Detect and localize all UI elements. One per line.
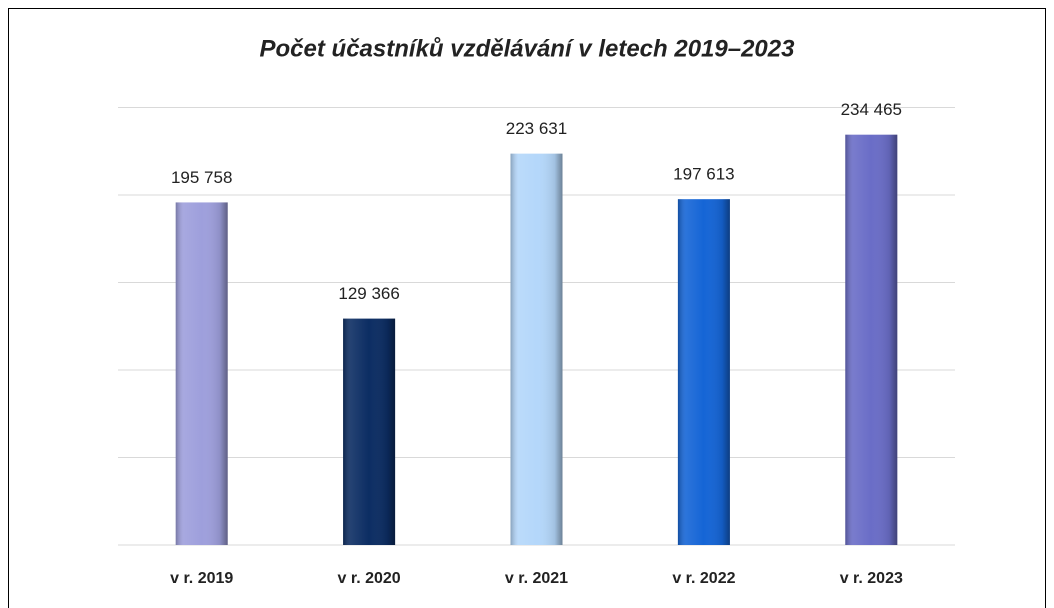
x-tick-label: v r. 2020 [338, 570, 401, 587]
bar-shade [677, 199, 730, 545]
data-label: 234 465 [841, 100, 902, 119]
bar-shade [175, 202, 228, 545]
data-label: 129 366 [338, 284, 399, 303]
x-tick-label: v r. 2021 [505, 570, 568, 587]
bar-shade [845, 134, 898, 545]
data-label: 223 631 [506, 119, 567, 138]
data-label: 195 758 [171, 168, 232, 187]
chart-title: Počet účastníků vzdělávání v letech 2019… [260, 35, 796, 62]
data-label: 197 613 [673, 165, 734, 184]
x-tick-label: v r. 2022 [672, 570, 735, 587]
bar-shade [343, 318, 396, 545]
x-tick-label: v r. 2023 [840, 570, 903, 587]
x-tick-label: v r. 2019 [170, 570, 233, 587]
bar-shade [510, 153, 563, 545]
